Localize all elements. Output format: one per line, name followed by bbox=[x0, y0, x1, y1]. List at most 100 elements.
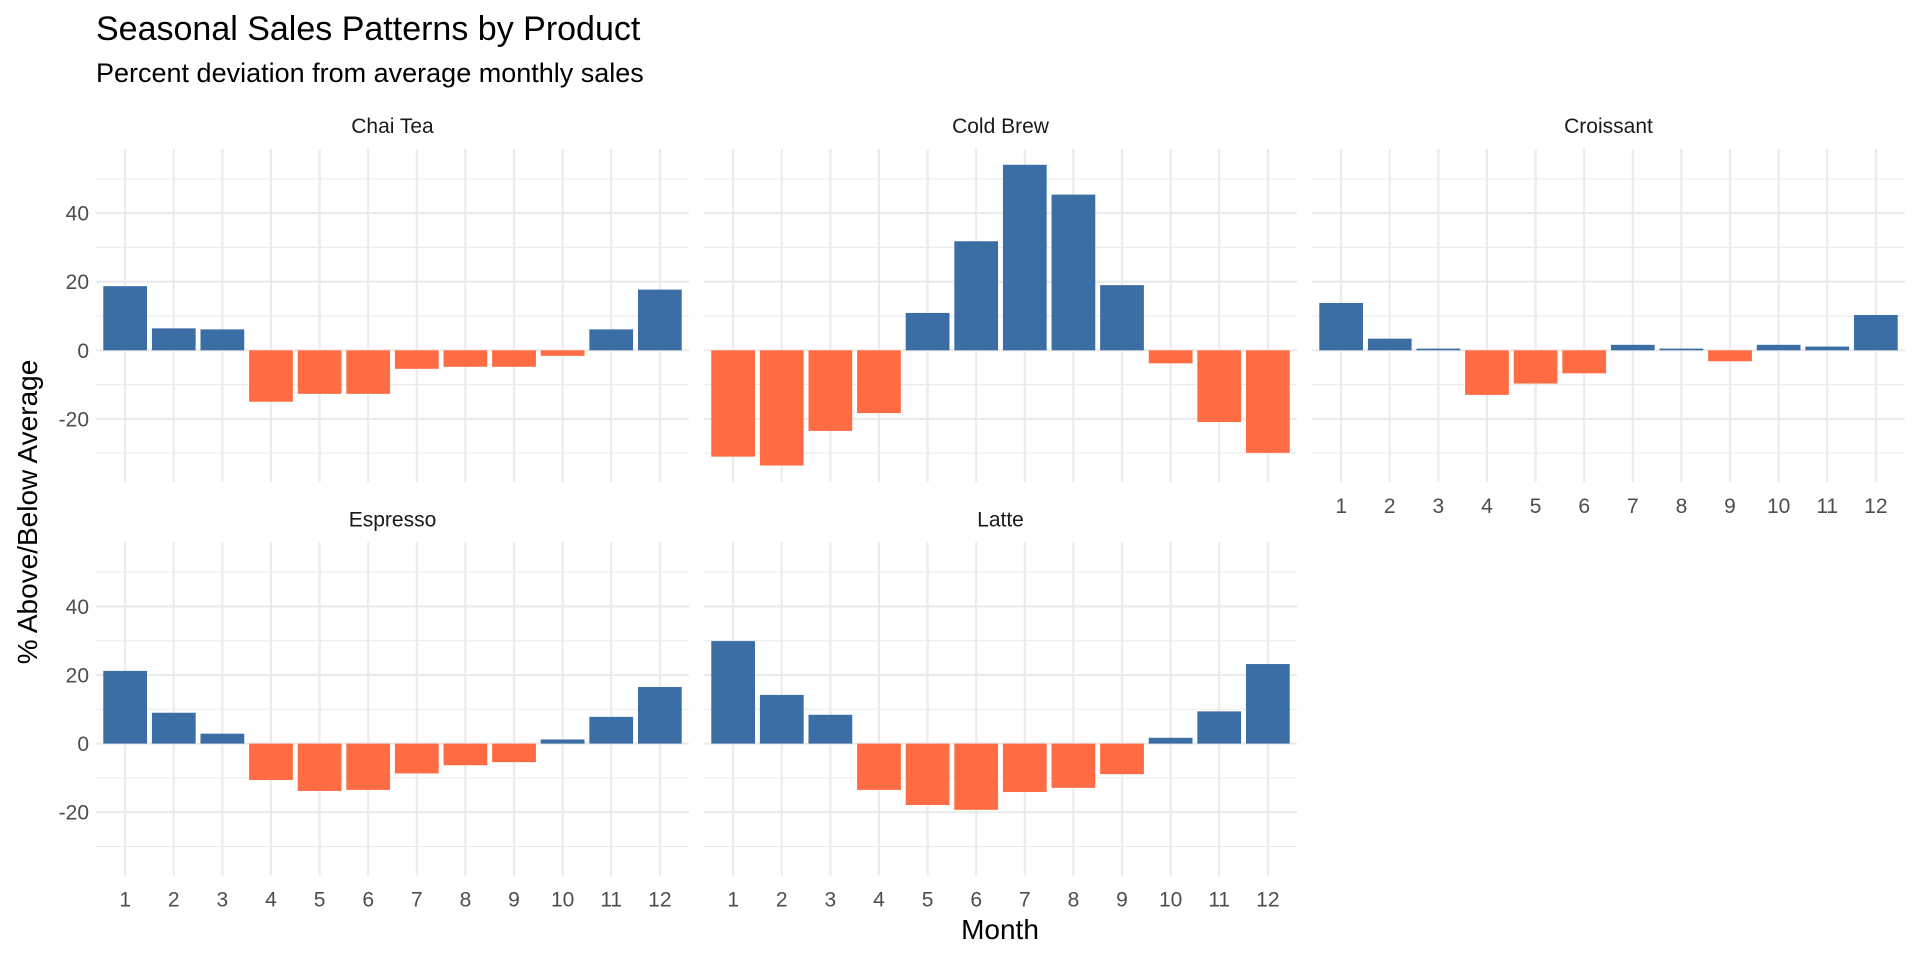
x-tick-label: 10 bbox=[551, 888, 574, 911]
bar bbox=[200, 733, 245, 744]
y-tick-label: -20 bbox=[59, 408, 89, 431]
bar bbox=[759, 350, 804, 466]
x-tick-label: 9 bbox=[1116, 888, 1128, 911]
facet-strip-label: Croissant bbox=[1564, 115, 1653, 138]
bar bbox=[1051, 743, 1096, 788]
facet-strip-label: Espresso bbox=[349, 508, 437, 531]
x-tick-label: 11 bbox=[1208, 888, 1230, 911]
bar bbox=[1197, 711, 1242, 744]
x-tick-label: 1 bbox=[119, 888, 131, 911]
bar bbox=[1465, 350, 1509, 395]
x-tick-label: 5 bbox=[922, 888, 934, 911]
facet-panel: Cold Brew bbox=[704, 115, 1297, 482]
bar bbox=[905, 312, 950, 351]
bar bbox=[857, 743, 901, 790]
x-tick-label: 7 bbox=[1627, 495, 1639, 518]
bar bbox=[905, 743, 950, 805]
bar bbox=[1367, 338, 1412, 351]
x-tick-label: 12 bbox=[1256, 888, 1279, 911]
x-tick-label: 2 bbox=[776, 888, 788, 911]
bar bbox=[394, 350, 439, 369]
x-tick-label: 2 bbox=[168, 888, 180, 911]
bar bbox=[711, 350, 756, 457]
bar bbox=[492, 350, 536, 367]
chart-title: Seasonal Sales Patterns by Product bbox=[96, 10, 641, 48]
chart-subtitle: Percent deviation from average monthly s… bbox=[96, 58, 644, 88]
bar bbox=[540, 350, 585, 356]
x-tick-label: 3 bbox=[825, 888, 837, 911]
x-tick-label: 8 bbox=[460, 888, 472, 911]
bar bbox=[759, 694, 804, 744]
bar bbox=[1805, 346, 1850, 351]
x-tick-label: 9 bbox=[1724, 495, 1736, 518]
bar bbox=[297, 743, 342, 791]
y-tick-label: -20 bbox=[59, 802, 89, 825]
bar bbox=[808, 714, 853, 744]
bar bbox=[808, 350, 853, 431]
bar bbox=[346, 350, 391, 394]
bar bbox=[443, 743, 488, 766]
x-tick-label: 12 bbox=[1864, 495, 1887, 518]
bar bbox=[346, 743, 391, 790]
bar bbox=[297, 350, 342, 394]
bar bbox=[1197, 350, 1242, 422]
bar bbox=[200, 329, 245, 351]
bar bbox=[954, 241, 999, 351]
bar bbox=[1416, 348, 1461, 351]
x-tick-label: 11 bbox=[1816, 495, 1838, 518]
bar bbox=[1245, 664, 1290, 744]
bar bbox=[151, 712, 196, 744]
x-tick-label: 3 bbox=[1433, 495, 1445, 518]
bar bbox=[249, 350, 293, 402]
bar bbox=[1853, 314, 1898, 351]
bar bbox=[394, 743, 439, 774]
x-tick-label: 11 bbox=[600, 888, 622, 911]
bar bbox=[1245, 350, 1290, 453]
facet-panel: Chai Tea -20 0 20 40 bbox=[59, 115, 689, 482]
bar bbox=[1513, 350, 1558, 384]
x-tick-label: 12 bbox=[648, 888, 671, 911]
x-tick-label: 7 bbox=[411, 888, 423, 911]
bar bbox=[1051, 194, 1096, 351]
x-axis-title: Month bbox=[961, 914, 1039, 945]
x-tick-label: 10 bbox=[1159, 888, 1182, 911]
bar bbox=[1610, 344, 1655, 351]
y-tick-label: 40 bbox=[66, 203, 89, 226]
bar bbox=[711, 641, 756, 744]
y-tick-label: 0 bbox=[77, 733, 89, 756]
x-tick-label: 1 bbox=[1335, 495, 1347, 518]
x-tick-label: 2 bbox=[1384, 495, 1396, 518]
facet-strip-label: Chai Tea bbox=[351, 115, 434, 138]
bar bbox=[103, 286, 148, 351]
bar bbox=[1100, 743, 1144, 775]
x-tick-label: 9 bbox=[508, 888, 520, 911]
bar bbox=[857, 350, 901, 414]
bar bbox=[1002, 164, 1047, 351]
y-tick-label: 20 bbox=[66, 271, 89, 294]
bar bbox=[637, 687, 682, 744]
x-tick-label: 6 bbox=[1578, 495, 1590, 518]
bar bbox=[589, 716, 634, 744]
facet-strip-label: Cold Brew bbox=[952, 115, 1050, 138]
bar bbox=[1659, 348, 1704, 351]
y-tick-label: 0 bbox=[77, 340, 89, 363]
bar bbox=[589, 329, 634, 351]
x-tick-label: 4 bbox=[1481, 495, 1493, 518]
bar bbox=[1756, 344, 1801, 351]
bar bbox=[492, 743, 536, 763]
x-tick-label: 6 bbox=[970, 888, 982, 911]
x-tick-label: 1 bbox=[727, 888, 739, 911]
x-tick-label: 8 bbox=[1676, 495, 1688, 518]
y-axis-title: % Above/Below Average bbox=[12, 360, 43, 665]
x-tick-label: 7 bbox=[1019, 888, 1031, 911]
y-tick-label: 20 bbox=[66, 665, 89, 688]
bar bbox=[1100, 285, 1144, 351]
x-tick-label: 6 bbox=[362, 888, 374, 911]
bar bbox=[1562, 350, 1607, 374]
bar bbox=[103, 670, 148, 744]
x-tick-label: 4 bbox=[265, 888, 277, 911]
bar bbox=[1319, 302, 1364, 351]
